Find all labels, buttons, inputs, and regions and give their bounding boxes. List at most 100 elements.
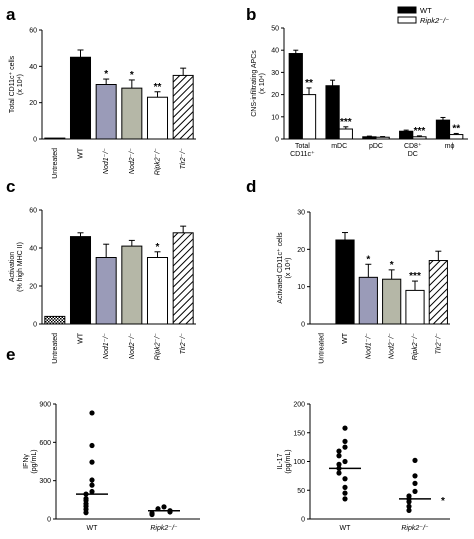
b-bar — [325, 85, 340, 140]
a-category-label: WT — [78, 147, 85, 159]
b-category-label: DC — [408, 151, 418, 158]
e2-y-tick-label: 0 — [301, 517, 305, 524]
e2-data-point — [336, 461, 342, 467]
e2-data-point — [406, 499, 412, 505]
b-category-label: CD11c⁺ — [290, 150, 315, 158]
c-category-label: Nod1⁻/⁻ — [103, 333, 110, 359]
e-data-point — [89, 488, 95, 495]
b-y-tick-label: 0 — [275, 137, 279, 144]
c-category-label: Untreated — [52, 333, 59, 364]
d-bar — [405, 289, 425, 325]
b-significance-star: *** — [414, 126, 426, 137]
c-bar — [172, 232, 194, 325]
b-bar — [338, 128, 353, 140]
e-data-point — [161, 504, 167, 510]
a-significance-star: * — [130, 70, 134, 81]
b-legend-swatch — [397, 16, 417, 24]
e2-y-tick-label: 50 — [297, 488, 305, 495]
a-y-tick-label: 40 — [29, 64, 37, 71]
d-y-tick-label: 20 — [297, 247, 305, 254]
c-bar — [121, 245, 143, 325]
e2-data-point — [406, 503, 412, 509]
b-y-tick-label: 30 — [271, 70, 279, 77]
c-bar — [95, 257, 117, 325]
chart-panel-e-ifng: 0 300 600 900 IFNγ(pg/mL) WT Ripk2⁻/⁻ — [23, 402, 200, 532]
a-category-label: Ripk2⁻/⁻ — [155, 148, 162, 176]
b-category-label: mϕ — [445, 143, 455, 150]
b-legend-label: WT — [420, 6, 432, 15]
panel-label-a: a — [6, 5, 16, 24]
a-y-axis-label: Total CD11c⁺ cells(x 10⁴) — [8, 55, 24, 113]
e2-y-tick-label: 200 — [293, 402, 305, 409]
e2-data-point — [336, 453, 342, 459]
d-bar — [358, 276, 378, 325]
a-bar — [44, 137, 66, 140]
chart-panel-d: 0 10 20 30 Activated CD11c⁺ cells(x 10⁴) Untr… — [276, 210, 450, 364]
a-bar — [172, 74, 194, 140]
chart-panel-a: 0 20 40 60 Total CD11c⁺ cells(x 10⁴) Untreate… — [8, 28, 196, 179]
c-y-axis-label: Activation(% high MHC II) — [9, 242, 24, 292]
e-y-axis-label: IFNγ(pg/mL) — [23, 449, 38, 473]
panel-label-d: d — [246, 177, 256, 196]
e2-data-point — [342, 490, 348, 496]
d-category-label: Nod2⁻/⁻ — [389, 333, 396, 359]
a-bar — [69, 56, 92, 140]
d-category-label: WT — [342, 332, 349, 344]
a-y-tick-label: 0 — [33, 137, 37, 144]
b-y-tick-label: 40 — [271, 48, 279, 55]
c-bar — [69, 236, 92, 325]
e-y-tick-label: 600 — [39, 440, 51, 447]
b-bar — [399, 130, 414, 140]
e2-data-point — [412, 480, 418, 486]
d-category-label: Tlr2⁻/⁻ — [435, 333, 442, 355]
d-significance-star: * — [366, 254, 370, 265]
e-category-label: WT — [87, 525, 99, 532]
c-category-label: WT — [78, 332, 85, 344]
d-category-label: Nod1⁻/⁻ — [365, 333, 372, 359]
d-significance-star: * — [390, 260, 394, 271]
b-significance-star: ** — [305, 78, 313, 89]
e-category-label: Ripk2⁻/⁻ — [150, 525, 178, 532]
e2-category-label: WT — [340, 525, 352, 532]
chart-panel-c: 0 20 40 60 Activation(% high MHC II) Untreate… — [9, 208, 196, 364]
e-data-point — [89, 459, 95, 465]
e-y-tick-label: 0 — [47, 517, 51, 524]
c-bar — [44, 315, 66, 325]
chart-panel-b: 0 10 20 30 40 50 CNS-infiltrating APCs(x 10⁴) *… — [251, 6, 468, 158]
d-category-label: Ripk2⁻/⁻ — [412, 333, 419, 361]
e2-data-point — [412, 457, 418, 463]
b-y-axis-label: CNS-infiltrating APCs(x 10⁴) — [251, 50, 266, 117]
b-category-label: mDC — [331, 143, 347, 150]
a-category-label: Nod1⁻/⁻ — [103, 148, 110, 174]
c-significance-star: * — [156, 242, 160, 253]
e2-y-tick-label: 100 — [293, 459, 305, 466]
e2-significance-star: * — [441, 496, 445, 507]
e-data-point — [83, 510, 89, 516]
e2-data-point — [412, 488, 418, 494]
b-category-label: pDC — [369, 143, 383, 150]
e-data-point — [89, 477, 95, 483]
b-bar — [375, 136, 390, 140]
e-data-point — [89, 482, 95, 488]
b-y-tick-label: 20 — [271, 92, 279, 99]
panel-label-c: c — [6, 177, 15, 196]
e2-data-point — [336, 448, 342, 454]
d-y-tick-label: 10 — [297, 284, 305, 291]
b-y-tick-label: 10 — [271, 114, 279, 121]
b-bar — [449, 134, 464, 140]
b-bar — [301, 94, 317, 140]
b-legend-swatch — [397, 6, 417, 14]
d-category-label: Untreated — [319, 333, 326, 364]
e2-data-point — [342, 425, 348, 431]
a-category-label: Nod2⁻/⁻ — [129, 148, 136, 174]
e2-y-axis-label: IL-17(pg/mL) — [277, 449, 292, 473]
d-significance-star: *** — [409, 271, 421, 282]
b-bar — [288, 53, 303, 140]
b-significance-star: ** — [452, 123, 460, 134]
e2-data-point — [342, 496, 348, 502]
a-bar — [146, 96, 169, 140]
a-bar — [121, 87, 143, 140]
e-data-point — [89, 410, 95, 416]
b-category-label: CD8⁺ — [404, 142, 422, 150]
